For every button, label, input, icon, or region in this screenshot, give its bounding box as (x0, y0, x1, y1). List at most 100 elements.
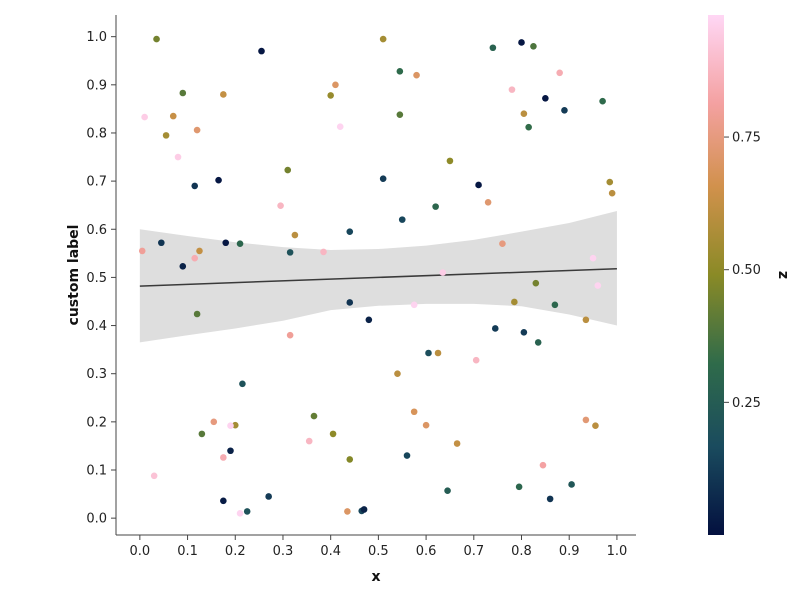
scatter-point (396, 111, 404, 118)
scatter-point (227, 422, 234, 430)
scatter-point (291, 231, 299, 239)
scatter-point (236, 510, 244, 517)
scatter-point (220, 91, 227, 98)
scatter-point (153, 35, 160, 43)
scatter-point (561, 107, 568, 114)
scatter-point (530, 42, 537, 50)
x-tick-label: 0.3 (273, 544, 294, 559)
x-tick-label: 0.4 (320, 544, 341, 559)
y-tick-label: 0.8 (86, 126, 107, 141)
scatter-point (475, 181, 482, 189)
scatter-point (215, 176, 222, 184)
y-tick-label: 0.6 (86, 223, 107, 238)
scatter-point (220, 497, 227, 505)
scatter-point (169, 112, 177, 120)
x-tick-label: 0.1 (177, 544, 198, 559)
y-tick-label: 0.3 (86, 367, 107, 382)
scatter-point (179, 263, 187, 270)
colorbar (708, 15, 724, 535)
scatter-point (472, 356, 480, 364)
scatter-point (599, 97, 606, 105)
scatter-point (277, 202, 284, 209)
regression-line (139, 267, 617, 287)
scatter-point (191, 254, 199, 262)
scatter-point (346, 299, 354, 306)
scatter-point (198, 430, 206, 438)
scatter-point (150, 472, 158, 480)
x-axis-title: x (371, 569, 380, 585)
y-tick-label: 0.9 (86, 78, 107, 93)
scatter-point (539, 461, 547, 469)
y-tick-label: 0.1 (86, 464, 107, 479)
scatter-point (568, 481, 575, 488)
scatter-point (410, 408, 418, 416)
scatter-point (556, 69, 563, 77)
x-tick-label: 0.7 (463, 544, 484, 559)
scatter-point (265, 493, 272, 500)
scatter-point (594, 282, 602, 289)
scatter-point (434, 349, 442, 357)
scatter-point (511, 298, 518, 306)
scatter-point (444, 487, 451, 495)
scatter-point (446, 157, 454, 165)
y-tick-label: 1.0 (86, 30, 107, 45)
scatter-point (499, 240, 506, 248)
scatter-point (329, 430, 337, 438)
scatter-point (525, 123, 532, 131)
y-tick-label: 0.2 (86, 415, 107, 430)
scatter-point (193, 126, 201, 134)
colorbar-title: z (775, 271, 791, 279)
scatter-point (379, 175, 387, 183)
y-axis-title: custom label (66, 225, 82, 326)
colorbar-tick-label: 0.50 (732, 263, 761, 278)
x-tick-label: 0.9 (559, 544, 580, 559)
scatter-point (582, 316, 590, 324)
x-tick-label: 0.5 (368, 544, 389, 559)
scatter-point (546, 495, 554, 503)
scatter-point (520, 110, 528, 118)
scatter-point (191, 182, 199, 190)
scatter-point (236, 240, 244, 248)
x-tick-label: 1.0 (607, 544, 628, 559)
scatter-point (589, 254, 597, 262)
x-tick-label: 0.2 (225, 544, 246, 559)
scatter-point (239, 380, 246, 388)
scatter-point (425, 349, 432, 357)
scatter-point (141, 113, 148, 121)
scatter-point (346, 456, 354, 463)
scatter-point (286, 249, 294, 256)
scatter-point (193, 310, 201, 318)
scatter-point (532, 279, 540, 287)
scatter-point (592, 422, 599, 430)
scatter-point (542, 94, 549, 102)
scatter-point (606, 178, 614, 186)
scatter-point (491, 325, 499, 332)
scatter-point (551, 301, 559, 309)
scatter-point (515, 483, 523, 491)
scatter-point (196, 247, 203, 255)
scatter-point (258, 47, 265, 55)
scatter-point (439, 269, 447, 276)
scatter-point (231, 421, 239, 429)
scatter-point (243, 508, 251, 515)
axes-layer: 0.0 0.1 0.2 0.3 0.4 0.5 0.6 0.7 0.8 0.9 1.0 0.0 0.1 0… (86, 15, 636, 559)
scatter-point (413, 71, 420, 79)
x-tick-label: 0.8 (511, 544, 532, 559)
scatter-point (608, 189, 616, 197)
scatter-point (360, 506, 368, 513)
scatter-point (179, 89, 187, 97)
scatter-point (174, 153, 182, 161)
scatter-point (336, 123, 344, 131)
y-tick-label: 0.5 (86, 271, 107, 286)
scatter-point (520, 328, 528, 336)
colorbar-tick-label: 0.25 (732, 396, 761, 411)
scatter-point (403, 452, 411, 459)
scatter-point (310, 412, 318, 420)
scatter-point (222, 239, 230, 247)
colorbar-ticks: 0.25 0.50 0.75 (724, 131, 761, 411)
scatter-point (398, 216, 406, 223)
scatter-point (379, 35, 387, 43)
scatter-point (305, 437, 313, 445)
scatter-point (320, 248, 327, 256)
